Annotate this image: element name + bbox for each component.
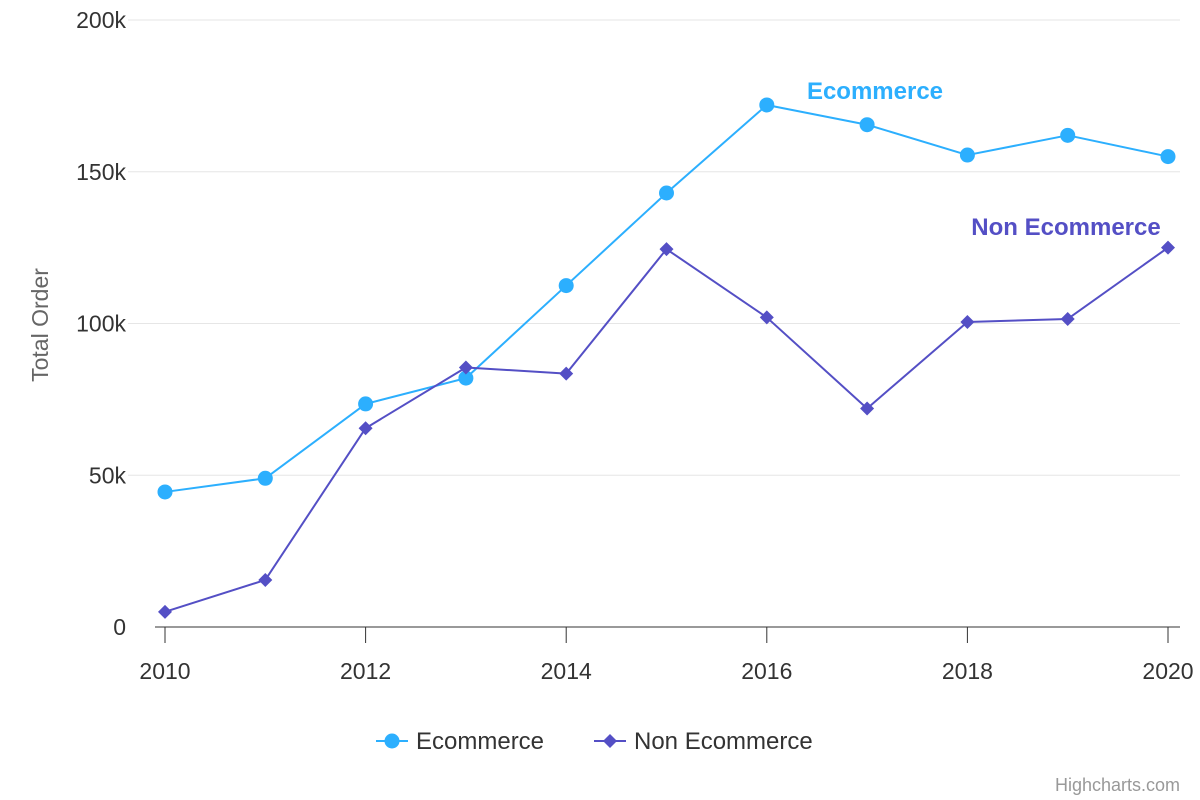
credits-link[interactable]: Highcharts.com [1055,775,1180,795]
x-tick-label: 2014 [541,658,592,684]
y-tick-label: 200k [76,7,126,33]
data-point-circle [157,484,173,500]
legend-marker [603,734,617,748]
data-point-circle [759,97,775,113]
data-point-circle [859,117,875,133]
series-label: Ecommerce [807,78,943,105]
data-point-circle [558,278,574,294]
legend: Ecommerce Non Ecommerce [376,728,813,755]
legend-marker [384,733,400,749]
data-point-diamond [258,572,273,587]
data-point-circle [659,185,674,201]
data-point-circle [1160,149,1176,165]
data-point-diamond [960,314,975,329]
data-point-circle [358,396,374,412]
series-ecommerce [157,97,1176,500]
data-point-diamond [759,310,774,325]
data-point-diamond [860,401,875,416]
x-tick-label: 2016 [741,658,792,684]
series-non-ecommerce [158,240,1175,619]
data-point-diamond [358,421,373,436]
x-tick-label: 2012 [340,658,391,684]
data-point-diamond [559,366,574,381]
data-point-diamond [458,360,473,375]
y-axis-title: Total Order [27,268,53,382]
y-tick-label: 100k [76,311,126,337]
data-point-circle [257,470,273,486]
series-line [164,246,1169,613]
series-label: Non Ecommerce [971,214,1160,241]
y-tick-label: 150k [76,159,126,185]
data-point-diamond [158,604,172,619]
series-area: Ecommerce Non Ecommerce [157,78,1176,619]
grid-lines [128,19,1180,476]
y-tick-label: 50k [89,462,127,488]
data-point-circle [1060,127,1076,143]
x-tick-label: 2010 [139,658,190,684]
x-tick-label: 2018 [942,658,993,684]
legend-label: Non Ecommerce [634,728,813,755]
legend-item[interactable]: Ecommerce [376,728,544,755]
data-point-circle [959,147,975,163]
series-line [164,103,1169,493]
legend-label: Ecommerce [416,728,544,755]
x-tick-label: 2020 [1142,658,1193,684]
data-point-diamond [659,242,674,257]
legend-item[interactable]: Non Ecommerce [594,728,813,755]
data-point-diamond [1060,311,1075,326]
data-point-circle [458,370,474,386]
y-tick-label: 0 [113,614,126,640]
data-point-diamond [1161,240,1175,255]
axes: 0 50k 100k 150k 200k 2010 2012 2014 2016 2018 2020 [76,7,1193,684]
